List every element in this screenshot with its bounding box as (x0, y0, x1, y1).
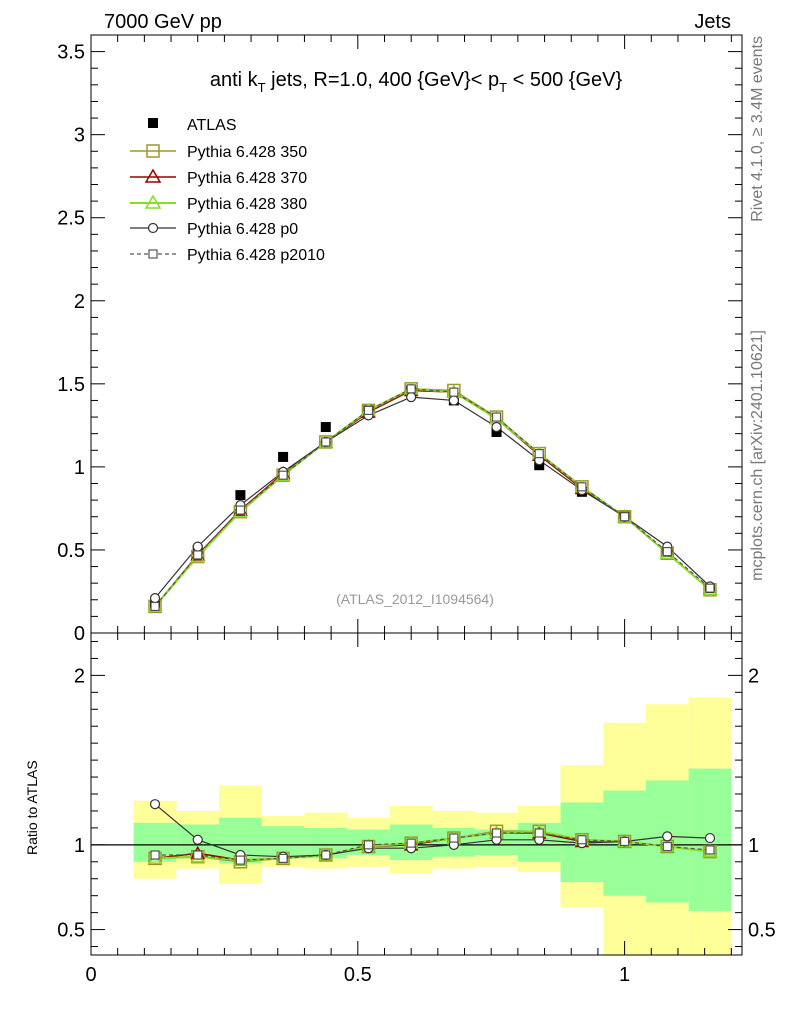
title-part-a: anti k (210, 69, 259, 91)
main-ytick-label: 0 (74, 623, 85, 645)
title-part-c: < 500 {GeV} (507, 69, 622, 91)
point-p2010-13 (705, 583, 715, 593)
main-panel: 00.511.522.533.5 anti kT jets, R=1.0, 40… (57, 34, 743, 645)
legend: ATLAS Pythia 6.428 350 Pythia 6.428 370 … (130, 117, 325, 264)
ratio-point-p0-13 (704, 832, 716, 844)
point-p2010-3 (278, 470, 288, 480)
point-p2010-2 (235, 505, 246, 515)
ratio-ytick-label-left: 2 (74, 665, 85, 687)
legend-marker-p370 (144, 168, 162, 183)
title-sub-b: T (499, 80, 507, 95)
point-p2010-1 (193, 550, 203, 560)
main-ytick-label: 2.5 (57, 208, 85, 230)
legend-label-atlas: ATLAS (187, 117, 237, 134)
ratio-xtick-label: 0 (85, 964, 96, 986)
point-p2010-4 (321, 437, 331, 447)
legend-marker-p2010 (148, 249, 158, 259)
legend-entry-p370: Pythia 6.428 370 (130, 168, 307, 187)
ratio-point-p2010-4 (321, 850, 331, 860)
point-p2010-8 (491, 412, 502, 422)
point-p0-8 (491, 421, 502, 433)
ratio-point-p2010-0 (150, 850, 160, 860)
main-ytick-label: 2 (74, 291, 85, 313)
ratio-ytick-label-right: 0.5 (748, 920, 776, 942)
ratio-panel: 0.5 0.51 12 20 0.5 1 Ratio to ATLAS (24, 632, 776, 986)
main-ytick-label: 3.5 (57, 42, 85, 64)
point-p0-1 (192, 541, 203, 552)
point-p2010-0 (150, 601, 160, 612)
header-left-label: 7000 GeV pp (104, 11, 222, 33)
ratio-ytick-label-right: 1 (748, 835, 759, 857)
ratio-point-p2010-5 (363, 840, 374, 850)
mcplots-label: mcplots.cern.ch [arXiv:2401.10621] (749, 330, 766, 581)
title-sub-a: T (258, 80, 266, 95)
ratio-point-p2010-9 (534, 828, 544, 838)
point-p2010-11 (620, 512, 630, 522)
point-p2010-6 (406, 384, 416, 394)
main-ytick-label: 1.5 (57, 374, 85, 396)
series-line-p2010 (154, 388, 711, 607)
ratio-xtick-label: 0.5 (344, 964, 372, 986)
main-ytick-label: 3 (74, 125, 85, 147)
ratio-point-p0-1 (192, 834, 203, 845)
ratio-ytick-label-left: 0.5 (57, 920, 85, 942)
ratio-point-p2010-8 (491, 828, 502, 838)
ratio-ytick-label-right: 2 (748, 665, 759, 687)
ratio-point-p2010-12 (662, 841, 672, 852)
legend-label-p350: Pythia 6.428 350 (187, 144, 307, 161)
legend-marker-atlas (148, 118, 158, 128)
legend-label-p370: Pythia 6.428 370 (187, 170, 307, 187)
ratio-ytick-label-left: 1 (74, 835, 85, 857)
legend-label-p2010: Pythia 6.428 p2010 (187, 247, 325, 264)
ratio-xtick-label: 1 (619, 964, 630, 986)
title-part-b: jets, R=1.0, 400 {GeV}< p (266, 69, 500, 91)
legend-entry-p380: Pythia 6.428 380 (130, 194, 307, 213)
ratio-point-p2010-2 (235, 855, 246, 865)
ratio-point-p2010-13 (705, 845, 715, 855)
point-p2010-5 (363, 405, 374, 416)
analysis-watermark: (ATLAS_2012_I1094564) (336, 591, 494, 607)
ratio-point-p2010-6 (406, 838, 416, 848)
header-right-label: Jets (694, 11, 731, 33)
ratio-point-p2010-1 (193, 850, 203, 860)
point-atlas-4 (320, 422, 331, 433)
legend-label-p380: Pythia 6.428 380 (187, 196, 307, 213)
point-atlas-2 (235, 490, 246, 501)
point-p0-0 (149, 593, 161, 604)
series-line-p0 (154, 396, 711, 599)
main-ytick-label: 0.5 (57, 540, 85, 562)
point-p2010-12 (662, 547, 672, 557)
legend-entry-p0: Pythia 6.428 p0 (130, 221, 298, 238)
ratio-line-p2010 (155, 832, 711, 861)
legend-entry-p2010: Pythia 6.428 p2010 (130, 247, 325, 264)
point-p2010-10 (577, 482, 587, 492)
point-p0-6 (406, 392, 417, 403)
plot-title: anti kT jets, R=1.0, 400 {GeV}< pT < 500… (210, 69, 623, 95)
legend-entry-atlas: ATLAS (148, 117, 237, 134)
legend-entry-p350: Pythia 6.428 350 (130, 144, 307, 161)
ratio-point-p2010-11 (620, 836, 630, 847)
main-ytick-label: 1 (74, 457, 85, 479)
ratio-point-p2010-3 (278, 853, 288, 864)
legend-label-p0: Pythia 6.428 p0 (187, 221, 298, 238)
ratio-point-p2010-10 (577, 835, 587, 845)
point-atlas-3 (278, 451, 289, 462)
point-p0-7 (448, 395, 459, 406)
point-p2010-9 (534, 449, 544, 459)
ratio-point-p0-12 (662, 831, 673, 842)
legend-marker-p380 (144, 194, 162, 209)
legend-marker-p0 (147, 222, 159, 234)
ratio-point-p2010-7 (449, 833, 459, 843)
ratio-axis-label: Ratio to ATLAS (24, 760, 40, 855)
ratio-point-p0-0 (149, 799, 161, 810)
rivet-label: Rivet 4.1.0, ≥ 3.4M events (749, 36, 766, 222)
legend-marker-p350 (146, 144, 160, 158)
point-p2010-7 (449, 387, 459, 397)
